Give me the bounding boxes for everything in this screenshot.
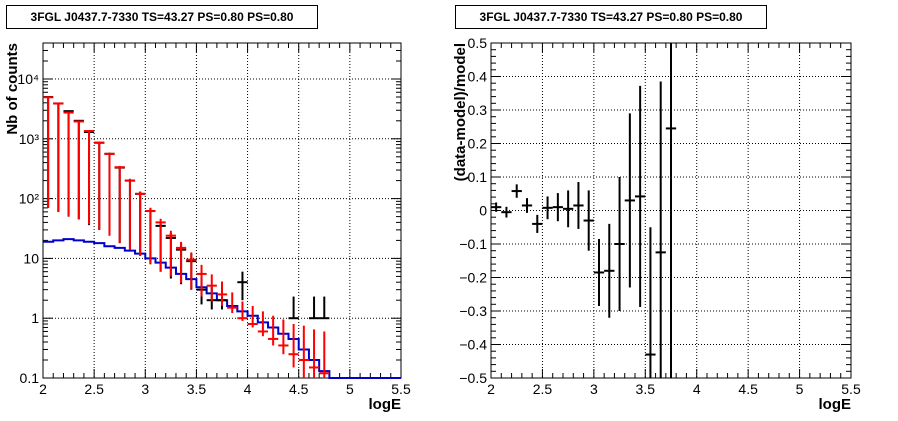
model-point: [227, 292, 238, 314]
plot-area-1: [490, 42, 852, 379]
y-tick-label: −0.2: [459, 270, 487, 286]
residual-point: [491, 202, 502, 212]
x-tick-label: 5.5: [841, 381, 861, 397]
y-tick-label: −0.5: [459, 370, 487, 386]
model-point: [83, 130, 95, 225]
residual-point: [563, 190, 574, 228]
model-point: [298, 325, 309, 378]
x-tick-label: 4: [693, 381, 701, 397]
y-tick-label: 0.5: [468, 35, 488, 51]
y-axis-label: (data-model)/model: [452, 43, 469, 181]
residual-point: [573, 182, 584, 229]
model-point: [135, 191, 146, 256]
model-point: [43, 96, 54, 208]
residual-point: [532, 214, 543, 233]
model-point: [186, 252, 197, 289]
residual-point: [583, 190, 594, 251]
data-point: [288, 296, 299, 320]
residual-point: [614, 177, 625, 311]
y-tick-label: 0.2: [468, 136, 488, 152]
x-tick-label: 5: [796, 381, 804, 397]
model-point: [175, 241, 187, 283]
residual-point: [593, 238, 605, 306]
y-tick-label: 10²: [19, 191, 40, 207]
model-point: [288, 323, 299, 368]
model-point: [165, 230, 176, 277]
model-point: [145, 207, 156, 265]
x-tick-label: 2: [39, 381, 47, 397]
y-tick-label: 1: [31, 310, 39, 326]
y-tick-label: −0.1: [459, 236, 487, 252]
x-tick-label: 3: [590, 381, 598, 397]
residual-point: [552, 193, 563, 222]
y-tick-label: 0: [479, 203, 487, 219]
model-point: [196, 264, 207, 297]
y-tick-label: −0.4: [459, 337, 487, 353]
model-point: [104, 152, 115, 236]
model-point: [206, 274, 217, 302]
y-axis-label: Nb of counts: [4, 43, 21, 135]
residual-point: [624, 113, 635, 288]
left-chart-title: 3FGL J0437.7-7330 TS=43.27 PS=0.80 PS=0.…: [6, 5, 318, 29]
y-tick-label: 10³: [19, 131, 40, 147]
data-point: [308, 296, 320, 320]
model-point: [308, 329, 320, 378]
y-tick-label: 0.4: [468, 69, 488, 85]
y-tick-label: −0.3: [459, 303, 487, 319]
x-tick-label: 4: [244, 381, 252, 397]
plot-area-0: [42, 42, 402, 379]
y-tick-label: 0.1: [20, 370, 40, 386]
residual-point: [635, 85, 646, 307]
x-axis-label: logE: [819, 396, 852, 413]
residual-point: [655, 81, 666, 378]
model-point: [216, 281, 228, 306]
x-tick-label: 3.5: [187, 381, 207, 397]
source-model-histogram: [43, 238, 401, 379]
residual-point: [501, 206, 512, 218]
model-point: [237, 301, 248, 321]
model-point: [124, 178, 136, 250]
residual-point: [645, 227, 656, 378]
y-tick-label: 10: [23, 250, 39, 266]
data-point: [237, 271, 248, 301]
model-point: [247, 305, 258, 328]
x-tick-label: 4.5: [738, 381, 758, 397]
x-tick-label: 4.5: [289, 381, 309, 397]
model-point: [114, 165, 125, 244]
model-point: [278, 319, 289, 355]
x-tick-label: 5.5: [391, 381, 411, 397]
model-point: [268, 315, 279, 346]
x-tick-label: 2.5: [84, 381, 104, 397]
plot-frame: [42, 42, 402, 379]
x-tick-label: 3.5: [636, 381, 656, 397]
model-point: [257, 311, 269, 337]
model-point: [155, 218, 166, 272]
model-point: [73, 120, 84, 220]
model-point: [63, 111, 74, 217]
y-tick-label: 10⁴: [17, 71, 39, 87]
right-chart-title: 3FGL J0437.7-7330 TS=43.27 PS=0.80 PS=0.…: [455, 5, 767, 29]
x-axis-label: logE: [369, 396, 402, 413]
residual-point: [604, 223, 615, 318]
x-tick-label: 3: [141, 381, 149, 397]
model-point: [53, 102, 64, 212]
x-tick-label: 2.5: [533, 381, 553, 397]
y-tick-label: 0.1: [468, 169, 488, 185]
y-tick-label: 0.3: [468, 102, 488, 118]
model-point: [94, 141, 105, 230]
x-tick-label: 5: [346, 381, 354, 397]
residual-point: [542, 196, 553, 220]
data-point: [319, 296, 330, 320]
x-tick-label: 2: [487, 381, 495, 397]
residual-point: [511, 184, 522, 198]
residual-point: [521, 198, 533, 213]
residual-point: [665, 43, 677, 378]
model-point: [319, 331, 330, 378]
